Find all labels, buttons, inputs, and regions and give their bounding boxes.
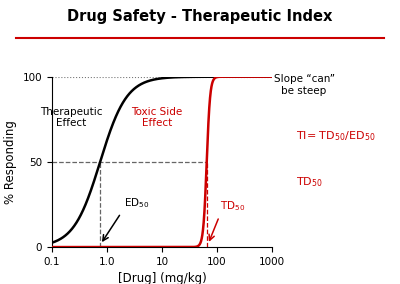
Text: TD$_{50}$: TD$_{50}$ xyxy=(220,199,246,213)
Text: TD$_{50}$: TD$_{50}$ xyxy=(296,175,323,189)
Text: Drug Safety - Therapeutic Index: Drug Safety - Therapeutic Index xyxy=(67,9,333,24)
Y-axis label: % Responding: % Responding xyxy=(4,120,17,204)
Text: Slope “can”
be steep: Slope “can” be steep xyxy=(274,74,334,96)
Text: ED$_{50}$: ED$_{50}$ xyxy=(124,196,149,210)
Text: Therapeutic
Effect: Therapeutic Effect xyxy=(40,107,102,128)
X-axis label: [Drug] (mg/kg): [Drug] (mg/kg) xyxy=(118,272,206,284)
Text: Toxic Side
Effect: Toxic Side Effect xyxy=(131,107,182,128)
Text: TI= TD$_{50}$/ED$_{50}$: TI= TD$_{50}$/ED$_{50}$ xyxy=(296,130,375,143)
